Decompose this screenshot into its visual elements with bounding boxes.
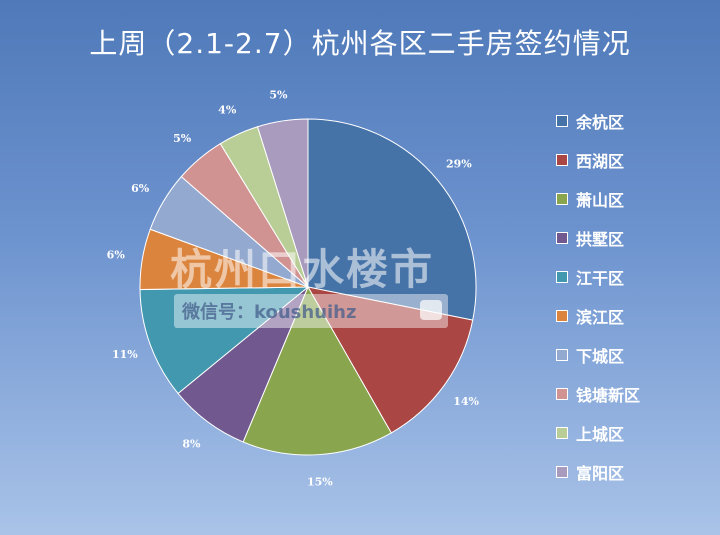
legend-item-7: 钱塘新区 — [556, 374, 640, 413]
pie-data-labels: 29% 14% 15% 8% 11% 6% 6% 5% 4% 5% — [107, 88, 480, 488]
legend-item-3: 拱墅区 — [556, 218, 640, 257]
legend-label-5: 滨江区 — [576, 307, 625, 327]
watermark-wechat-box: 微信号：koushuihz — [174, 294, 448, 328]
legend-item-4: 江干区 — [556, 257, 640, 296]
legend-swatch-8 — [556, 426, 568, 439]
pie-slice-1 — [307, 286, 474, 434]
legend-item-9: 富阳区 — [556, 452, 640, 491]
legend-label-3: 拱墅区 — [576, 229, 625, 249]
legend-swatch-0 — [556, 114, 568, 127]
legend-label-1: 西湖区 — [576, 151, 625, 171]
legend-swatch-6 — [556, 348, 568, 361]
pie-slices — [139, 118, 477, 456]
pie-data-label-4: 11% — [112, 348, 138, 361]
pie-data-label-6: 6% — [131, 182, 150, 195]
legend-label-9: 富阳区 — [576, 463, 625, 483]
watermark-wechat-id: 微信号：koushuihz — [182, 302, 357, 323]
legend-item-5: 滨江区 — [556, 296, 640, 335]
chart-legend: 余杭区西湖区萧山区拱墅区江干区滨江区下城区钱塘新区上城区富阳区 — [556, 101, 640, 491]
legend-swatch-9 — [556, 465, 568, 478]
wechat-icon — [420, 300, 442, 320]
legend-label-7: 钱塘新区 — [576, 385, 641, 405]
legend-label-8: 上城区 — [576, 424, 625, 444]
pie-data-label-0: 29% — [446, 157, 472, 170]
legend-item-0: 余杭区 — [556, 101, 640, 140]
pie-data-label-9: 5% — [269, 88, 288, 101]
legend-label-6: 下城区 — [576, 346, 625, 366]
pie-slice-9 — [256, 118, 309, 288]
pie-slice-2 — [242, 285, 392, 456]
legend-swatch-7 — [556, 387, 568, 400]
pie-data-label-1: 14% — [453, 395, 479, 408]
legend-label-4: 江干区 — [576, 268, 625, 288]
pie-data-label-8: 4% — [218, 104, 237, 117]
pie-data-label-7: 5% — [173, 132, 192, 145]
legend-swatch-4 — [556, 270, 568, 283]
legend-swatch-1 — [556, 153, 568, 166]
legend-item-1: 西湖区 — [556, 140, 640, 179]
legend-swatch-2 — [556, 192, 568, 205]
legend-item-8: 上城区 — [556, 413, 640, 452]
chart-title: 上周（2.1-2.7）杭州各区二手房签约情况 — [89, 27, 631, 60]
pie-data-label-2: 15% — [307, 476, 333, 489]
pie-data-label-3: 8% — [182, 437, 201, 450]
pie-slice-4 — [139, 286, 310, 395]
legend-item-6: 下城区 — [556, 335, 640, 374]
pie-data-label-5: 6% — [107, 248, 126, 261]
legend-item-2: 萧山区 — [556, 179, 640, 218]
watermark-text: 杭州口水楼市 — [170, 245, 435, 294]
legend-label-2: 萧山区 — [576, 190, 625, 210]
legend-swatch-5 — [556, 309, 568, 322]
legend-swatch-3 — [556, 231, 568, 244]
legend-label-0: 余杭区 — [576, 112, 625, 132]
pie-slice-0 — [307, 118, 477, 321]
